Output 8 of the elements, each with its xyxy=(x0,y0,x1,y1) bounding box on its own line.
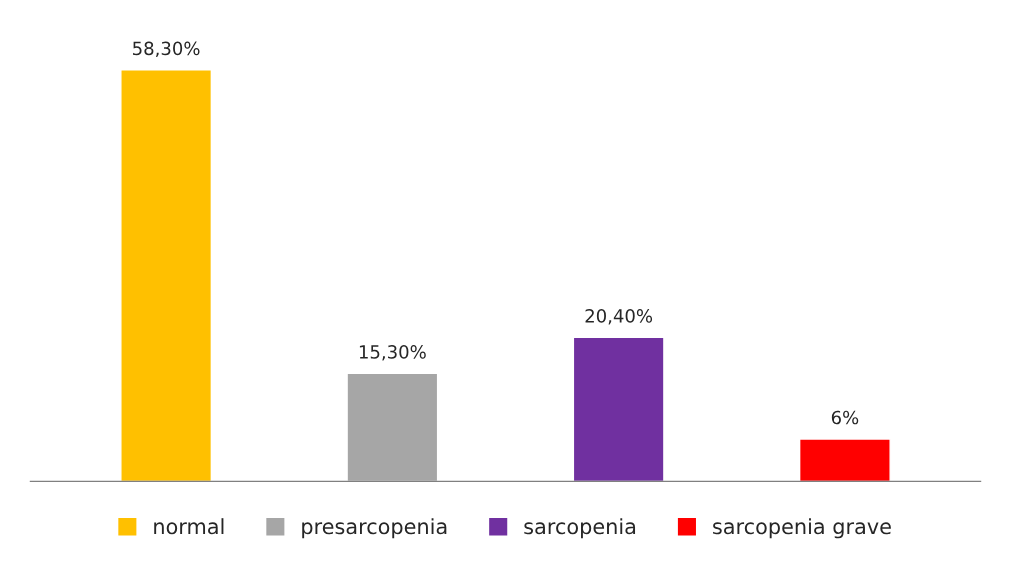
data-label: 15,30% xyxy=(359,345,426,361)
legend-label: sarcopenia grave xyxy=(713,518,891,539)
legend-label: presarcopenia xyxy=(302,518,447,539)
legend-label: normal xyxy=(154,518,224,535)
data-label: 6% xyxy=(831,410,859,425)
legend-label: sarcopenia xyxy=(524,518,636,539)
data-label: 20,40% xyxy=(585,309,653,325)
data-label: 58,30% xyxy=(133,41,200,58)
